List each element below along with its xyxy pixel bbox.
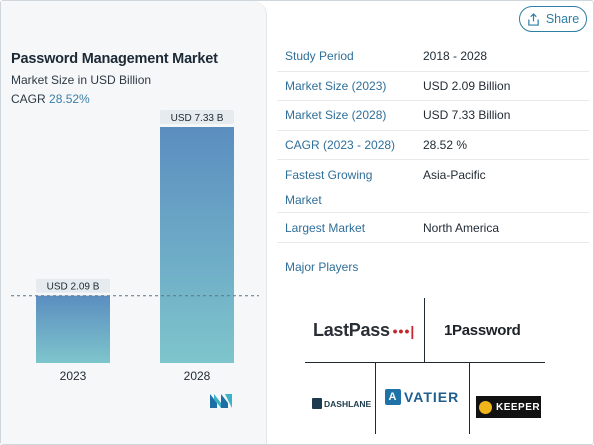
info-row-fastest-growing: Fastest Growing Market Asia-Pacific [277,160,589,213]
chart-subtitle: Market Size in USD Billion [11,73,152,87]
onepassword-logo[interactable]: 1Password [444,322,521,339]
keeper-mark-icon [479,400,492,414]
info-row-largest-market: Largest Market North America [277,213,589,243]
info-row-market-size-2028: Market Size (2028) USD 7.33 Billion [277,101,589,131]
mordor-logo-icon [210,394,232,408]
bar-2028 [160,127,234,363]
data-label: USD 2.09 B [47,282,100,293]
divider [305,362,545,363]
lastpass-dots: •••| [392,323,416,339]
data-label-bg [36,278,110,293]
data-label: USD 7.33 B [171,113,224,124]
x-tick-label: 2028 [184,369,211,383]
keeper-wordmark: KEEPER [496,401,541,413]
avatier-logo[interactable]: A VATIER [385,389,459,405]
share-button[interactable]: Share [519,6,587,32]
info-row-study-period: Study Period 2018 - 2028 [277,42,589,72]
divider [469,362,470,434]
share-icon [528,12,539,26]
keeper-logo[interactable]: KEEPER [476,396,541,418]
bar-chart: USD 2.09 B 2023 USD 7.33 B 2028 [11,110,259,383]
avatier-wordmark: VATIER [404,389,460,405]
chart-title: Password Management Market [11,51,218,67]
share-label: Share [545,12,580,26]
info-key: Market Size (2028) [285,108,387,122]
info-key: Study Period [285,49,354,63]
market-info-table: Study Period 2018 - 2028 Market Size (20… [277,42,589,243]
info-key: Largest Market [285,221,366,235]
cagr-value: 28.52% [49,92,90,106]
info-value: Asia-Pacific [423,168,486,182]
cagr-label: CAGR [11,92,46,106]
dashlane-mark-icon [312,398,322,409]
dashlane-logo[interactable]: DASHLANE [312,398,371,409]
onepassword-wordmark: 1Password [444,322,521,339]
major-players-label: Major Players [285,260,359,274]
info-value: USD 2.09 Billion [423,79,511,93]
data-label-bg [160,110,234,124]
divider [375,362,376,434]
info-value: North America [423,221,500,235]
info-row-market-size-2023: Market Size (2023) USD 2.09 Billion [277,72,589,101]
info-key: CAGR (2023 - 2028) [285,138,396,152]
info-value: 28.52 % [423,138,468,152]
info-key: Market Size (2023) [285,79,387,93]
avatier-mark-icon: A [385,389,401,405]
lastpass-wordmark: LastPass [313,320,390,340]
x-tick-label: 2023 [60,369,87,383]
info-value: USD 7.33 Billion [423,108,511,122]
info-value: 2018 - 2028 [423,49,488,63]
cagr-line: CAGR 28.52% [11,92,90,106]
info-row-cagr: CAGR (2023 - 2028) 28.52 % [277,131,589,160]
info-key: Fastest Growing Market [285,168,373,207]
bar-2023 [36,295,110,363]
dashlane-wordmark: DASHLANE [324,398,372,409]
divider [424,298,425,362]
lastpass-logo[interactable]: LastPass •••| [313,320,415,341]
